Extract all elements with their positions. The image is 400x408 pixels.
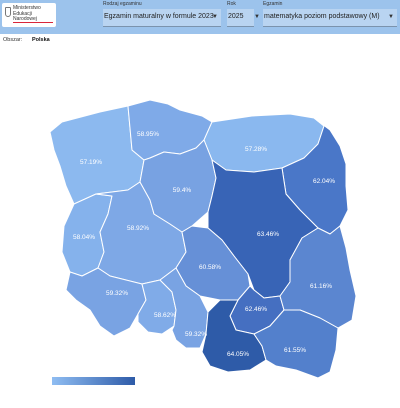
region-value-label: 59.32% bbox=[185, 331, 207, 338]
chevron-down-icon[interactable]: ▼ bbox=[388, 14, 394, 20]
year-box[interactable]: 2025 ▼ bbox=[227, 9, 260, 27]
year-select[interactable]: Rok 2025 ▼ bbox=[227, 1, 260, 27]
region-value-label: 59.32% bbox=[106, 290, 128, 297]
exam-type-value: Egzamin maturalny w formule 2023 bbox=[104, 13, 214, 20]
region-value-label: 63.46% bbox=[257, 231, 279, 238]
exam-type-select[interactable]: Rodzaj egzaminu Egzamin maturalny w form… bbox=[103, 1, 221, 27]
region-slaskie[interactable] bbox=[159, 267, 209, 349]
region-value-label: 60.58% bbox=[199, 264, 221, 271]
region-value-label: 62.46% bbox=[245, 306, 267, 313]
exam-type-box[interactable]: Egzamin maturalny w formule 2023 ▼ bbox=[103, 9, 221, 27]
exam-value: matematyka poziom podstawowy (M) bbox=[264, 13, 380, 20]
region-value-label: 61.55% bbox=[284, 347, 306, 354]
exam-label: Egzamin bbox=[263, 1, 283, 7]
region-value-label: 58.04% bbox=[73, 234, 95, 241]
region-value-label: 62.04% bbox=[313, 178, 335, 185]
logo-accent-line bbox=[13, 22, 53, 23]
exam-select[interactable]: Egzamin matematyka poziom podstawowy (M)… bbox=[263, 1, 397, 27]
region-value-label: 64.05% bbox=[227, 351, 249, 358]
chevron-down-icon[interactable]: ▼ bbox=[212, 14, 218, 20]
eagle-emblem-icon bbox=[5, 7, 11, 17]
region-value-label: 58.62% bbox=[154, 312, 176, 319]
area-value[interactable]: Polska bbox=[32, 37, 50, 43]
region-labels: 57.19% 58.95% 57.28% 62.04% 58.04% 58.92% 59.4… bbox=[73, 131, 335, 358]
exam-type-label: Rodzaj egzaminu bbox=[103, 1, 142, 7]
chevron-down-icon[interactable]: ▼ bbox=[254, 14, 260, 20]
logo-text: Ministerstwo Edukacji Narodowej bbox=[13, 5, 41, 22]
year-value: 2025 bbox=[228, 13, 244, 20]
ministry-logo[interactable]: Ministerstwo Edukacji Narodowej bbox=[2, 3, 56, 27]
region-value-label: 59.4% bbox=[173, 187, 192, 194]
region-value-label: 57.28% bbox=[245, 146, 267, 153]
region-podkarpackie[interactable] bbox=[253, 309, 339, 379]
top-toolbar: Ministerstwo Edukacji Narodowej Rodzaj e… bbox=[0, 0, 400, 34]
region-value-label: 61.16% bbox=[310, 283, 332, 290]
region-value-label: 58.95% bbox=[137, 131, 159, 138]
region-value-label: 57.19% bbox=[80, 159, 102, 166]
year-label: Rok bbox=[227, 1, 236, 7]
region-value-label: 58.92% bbox=[127, 225, 149, 232]
color-scale-legend bbox=[52, 377, 135, 385]
exam-box[interactable]: matematyka poziom podstawowy (M) ▼ bbox=[263, 9, 397, 27]
area-label: Obszar: bbox=[3, 37, 23, 43]
